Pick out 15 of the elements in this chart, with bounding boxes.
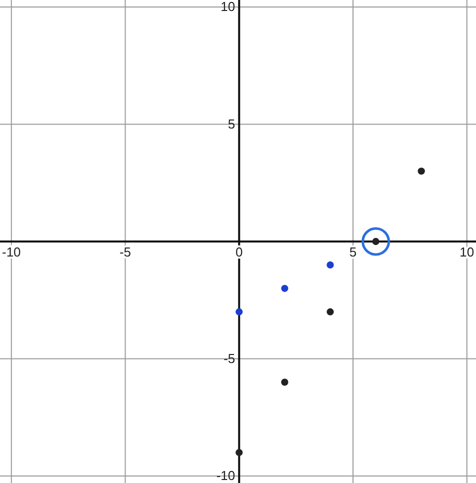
x-tick-label: -5: [119, 244, 132, 260]
x-tick-label: 10: [460, 244, 474, 260]
point: [281, 284, 288, 292]
y-tick-label: -5: [224, 350, 236, 366]
x-tick-label: 5: [349, 244, 357, 260]
point: [326, 261, 334, 269]
point: [236, 308, 243, 316]
x-tick-label: -10: [2, 244, 21, 260]
point: [418, 168, 425, 175]
y-tick-label: -10: [216, 468, 236, 483]
y-tick-label: 10: [220, 0, 236, 14]
y-tick-label: 5: [228, 116, 236, 132]
point: [326, 308, 334, 316]
point: [281, 378, 288, 386]
point: [236, 448, 243, 456]
